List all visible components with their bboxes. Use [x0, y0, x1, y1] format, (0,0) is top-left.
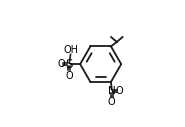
Text: N: N [108, 86, 116, 96]
Text: O: O [57, 59, 65, 69]
Text: OH: OH [64, 45, 79, 55]
Text: S: S [65, 58, 73, 71]
Text: O: O [116, 86, 123, 96]
Text: O: O [107, 97, 115, 107]
Text: O: O [65, 71, 73, 81]
